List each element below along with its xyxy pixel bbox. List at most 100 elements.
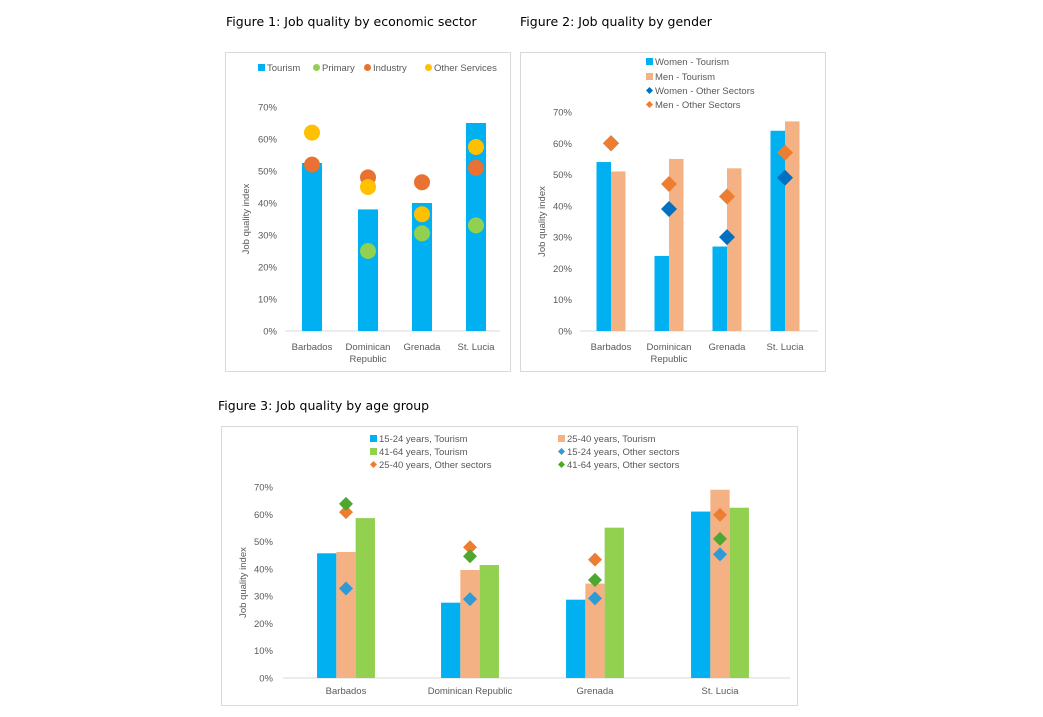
marker-15-24-years-other-sectors-dominican-republic	[463, 592, 477, 607]
marker-41-64-years-other-sectors-st-lucia	[713, 531, 727, 546]
x-category-label: Grenada	[404, 342, 442, 353]
y-axis-title: Job quality index	[238, 547, 249, 618]
bar-25-40-years-tourism-dominican-republic	[460, 569, 480, 678]
legend-label: Men - Other Sectors	[655, 100, 741, 111]
marker-men-other-sectors-barbados	[603, 135, 619, 152]
y-tick-label: 10%	[553, 295, 573, 306]
marker-15-24-years-other-sectors-grenada	[588, 591, 602, 606]
bar-15-24-years-tourism-st-lucia	[691, 511, 711, 678]
marker-25-40-years-other-sectors-st-lucia	[713, 507, 727, 522]
legend-item-41-64-years-other-sectors: 41-64 years, Other sectors	[558, 460, 680, 471]
x-category-label: St. Lucia	[458, 342, 496, 353]
figure-3-chart: 0% 10% 20% 30% 40% 50% 60% 70% Job quality index…	[238, 434, 790, 697]
marker-25-40-years-other-sectors-barbados	[339, 505, 353, 520]
bar-women-tourism-barbados	[596, 162, 611, 331]
bar-tourism-dominican-republic	[358, 209, 378, 331]
bar-men-tourism-barbados	[611, 171, 626, 331]
marker-primary-dominican-republic	[360, 243, 376, 259]
marker-women-other-sectors-dominican-republic	[661, 200, 677, 217]
y-tick-label: 70%	[553, 108, 573, 119]
bar-tourism-barbados	[302, 163, 322, 331]
y-tick-label: 0%	[259, 674, 273, 685]
legend-label: 25-40 years, Tourism	[567, 434, 656, 445]
marker-women-other-sectors-st-lucia	[777, 169, 793, 186]
y-tick-label: 60%	[254, 510, 274, 521]
x-category-label: St. Lucia	[767, 342, 805, 353]
legend-item-men-other-sectors: Men - Other Sectors	[646, 100, 741, 111]
legend-item-primary: Primary	[313, 63, 355, 74]
y-tick-label: 10%	[254, 646, 274, 657]
legend-swatch-circle	[313, 64, 320, 71]
y-tick-label: 70%	[254, 483, 274, 494]
marker-41-64-years-other-sectors-dominican-republic	[463, 549, 477, 564]
legend-item-tourism: Tourism	[258, 63, 300, 74]
y-tick-label: 20%	[258, 263, 278, 274]
marker-15-24-years-other-sectors-st-lucia	[713, 547, 727, 562]
legend-label: Women - Tourism	[655, 57, 729, 68]
marker-men-other-sectors-grenada	[719, 188, 735, 205]
x-category-label: Dominican	[647, 342, 692, 353]
bar-41-64-years-tourism-st-lucia	[729, 507, 749, 678]
bar-25-40-years-tourism-grenada	[585, 583, 605, 678]
y-tick-label: 30%	[258, 231, 278, 242]
legend-label: Women - Other Sectors	[655, 86, 755, 97]
legend-swatch-diamond	[558, 448, 565, 455]
legend-swatch-diamond	[558, 461, 565, 468]
legend-swatch-circle	[364, 64, 371, 71]
marker-men-other-sectors-dominican-republic	[661, 175, 677, 192]
y-tick-label: 0%	[558, 327, 572, 338]
bar-25-40-years-tourism-barbados	[336, 551, 356, 678]
legend-item-industry: Industry	[364, 63, 407, 74]
legend-label: Other Services	[434, 63, 497, 74]
y-axis-title: Job quality index	[241, 183, 252, 254]
x-category-label: Barbados	[326, 686, 367, 697]
legend-item-15-24-years-other-sectors: 15-24 years, Other sectors	[558, 447, 680, 458]
legend-label: Tourism	[267, 63, 300, 74]
x-category-label: Dominican Republic	[428, 686, 513, 697]
legend-label: 15-24 years, Tourism	[379, 434, 468, 445]
legend-item-women-other-sectors: Women - Other Sectors	[646, 86, 755, 97]
y-tick-label: 40%	[258, 199, 278, 210]
bar-15-24-years-tourism-dominican-republic	[441, 602, 461, 678]
x-category-label: Republic	[651, 354, 688, 365]
legend-label: 25-40 years, Other sectors	[379, 460, 492, 471]
legend-swatch-square	[370, 448, 377, 455]
y-tick-label: 70%	[258, 103, 278, 114]
legend-label: Industry	[373, 63, 407, 74]
bar-15-24-years-tourism-barbados	[317, 553, 337, 678]
x-category-label: St. Lucia	[702, 686, 740, 697]
legend-swatch-square	[646, 58, 653, 65]
legend-item-15-24-years-tourism: 15-24 years, Tourism	[370, 434, 468, 445]
marker-men-other-sectors-st-lucia	[777, 144, 793, 161]
marker-other-services-barbados	[304, 124, 320, 141]
legend-swatch-circle	[425, 64, 432, 71]
legend-label: 41-64 years, Other sectors	[567, 460, 680, 471]
bar-women-tourism-st-lucia	[770, 130, 785, 331]
figure-1-chart: 0% 10% 20% 30% 40% 50% 60% 70% Job quality index…	[241, 63, 500, 365]
legend-swatch-square	[646, 73, 653, 80]
bar-men-tourism-dominican-republic	[669, 158, 684, 331]
y-tick-label: 30%	[553, 233, 573, 244]
y-tick-label: 50%	[254, 537, 274, 548]
legend-label: 15-24 years, Other sectors	[567, 447, 680, 458]
marker-25-40-years-other-sectors-dominican-republic	[463, 540, 477, 555]
legend-item-41-64-years-tourism: 41-64 years, Tourism	[370, 447, 468, 458]
x-category-label: Grenada	[577, 686, 615, 697]
x-category-label: Barbados	[591, 342, 632, 353]
marker-25-40-years-other-sectors-grenada	[588, 552, 602, 567]
y-tick-label: 30%	[254, 592, 274, 603]
x-category-label: Barbados	[292, 342, 333, 353]
marker-industry-grenada	[414, 174, 430, 191]
figure-1-title: Figure 1: Job quality by economic sector	[226, 14, 477, 29]
marker-other-services-grenada	[414, 206, 430, 223]
marker-41-64-years-other-sectors-barbados	[339, 496, 353, 511]
marker-other-services-st-lucia	[468, 139, 484, 155]
legend-swatch-square	[558, 435, 565, 442]
legend-item-women-tourism: Women - Tourism	[646, 57, 729, 68]
y-tick-label: 20%	[254, 619, 274, 630]
marker-41-64-years-other-sectors-grenada	[588, 573, 602, 588]
y-tick-label: 0%	[263, 327, 277, 338]
legend-label: Men - Tourism	[655, 72, 715, 83]
bar-women-tourism-grenada	[712, 246, 727, 331]
legend-swatch-diamond	[370, 461, 377, 468]
